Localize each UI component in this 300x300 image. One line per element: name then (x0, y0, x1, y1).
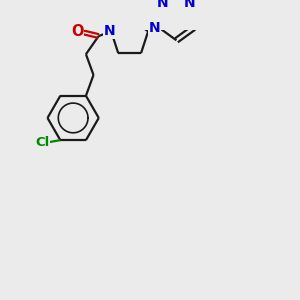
Text: O: O (71, 24, 83, 39)
Text: N: N (184, 0, 196, 10)
Text: Cl: Cl (35, 136, 50, 149)
Text: N: N (103, 24, 115, 38)
Text: N: N (148, 21, 160, 34)
Text: N: N (157, 0, 169, 10)
